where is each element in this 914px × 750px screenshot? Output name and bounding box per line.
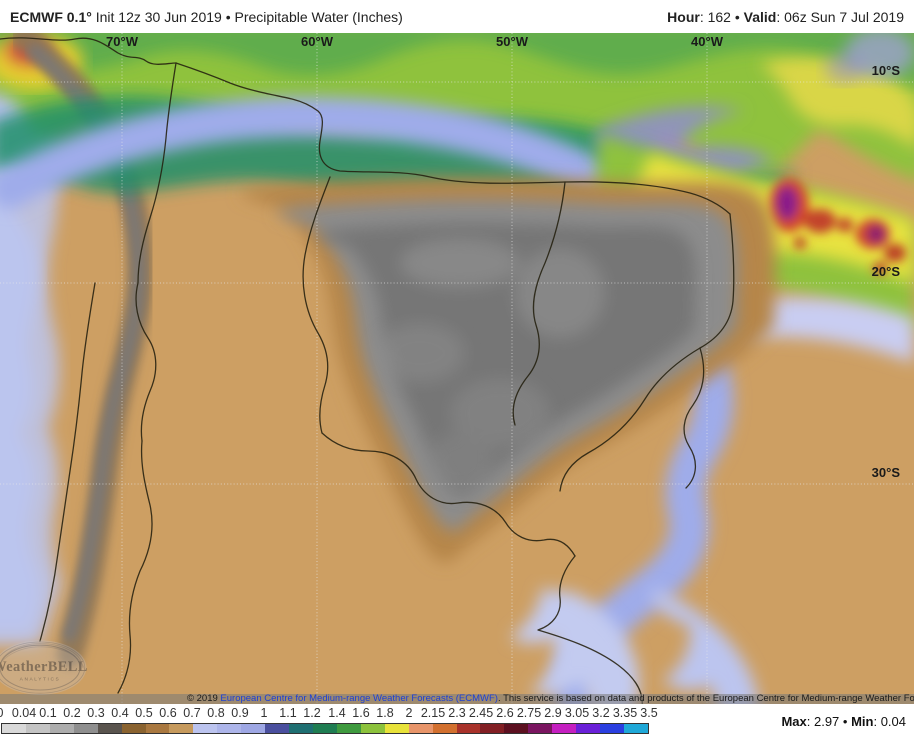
svg-text:WeatherBELL: WeatherBELL: [0, 659, 88, 675]
svg-text:10°S: 10°S: [872, 63, 901, 78]
svg-text:20°S: 20°S: [872, 264, 901, 279]
svg-text:60°W: 60°W: [301, 34, 334, 49]
svg-text:50°W: 50°W: [496, 34, 529, 49]
svg-text:70°W: 70°W: [106, 34, 139, 49]
svg-text:30°S: 30°S: [872, 465, 901, 480]
svg-text:ANALYTICS: ANALYTICS: [20, 676, 61, 682]
svg-text:40°W: 40°W: [691, 34, 724, 49]
